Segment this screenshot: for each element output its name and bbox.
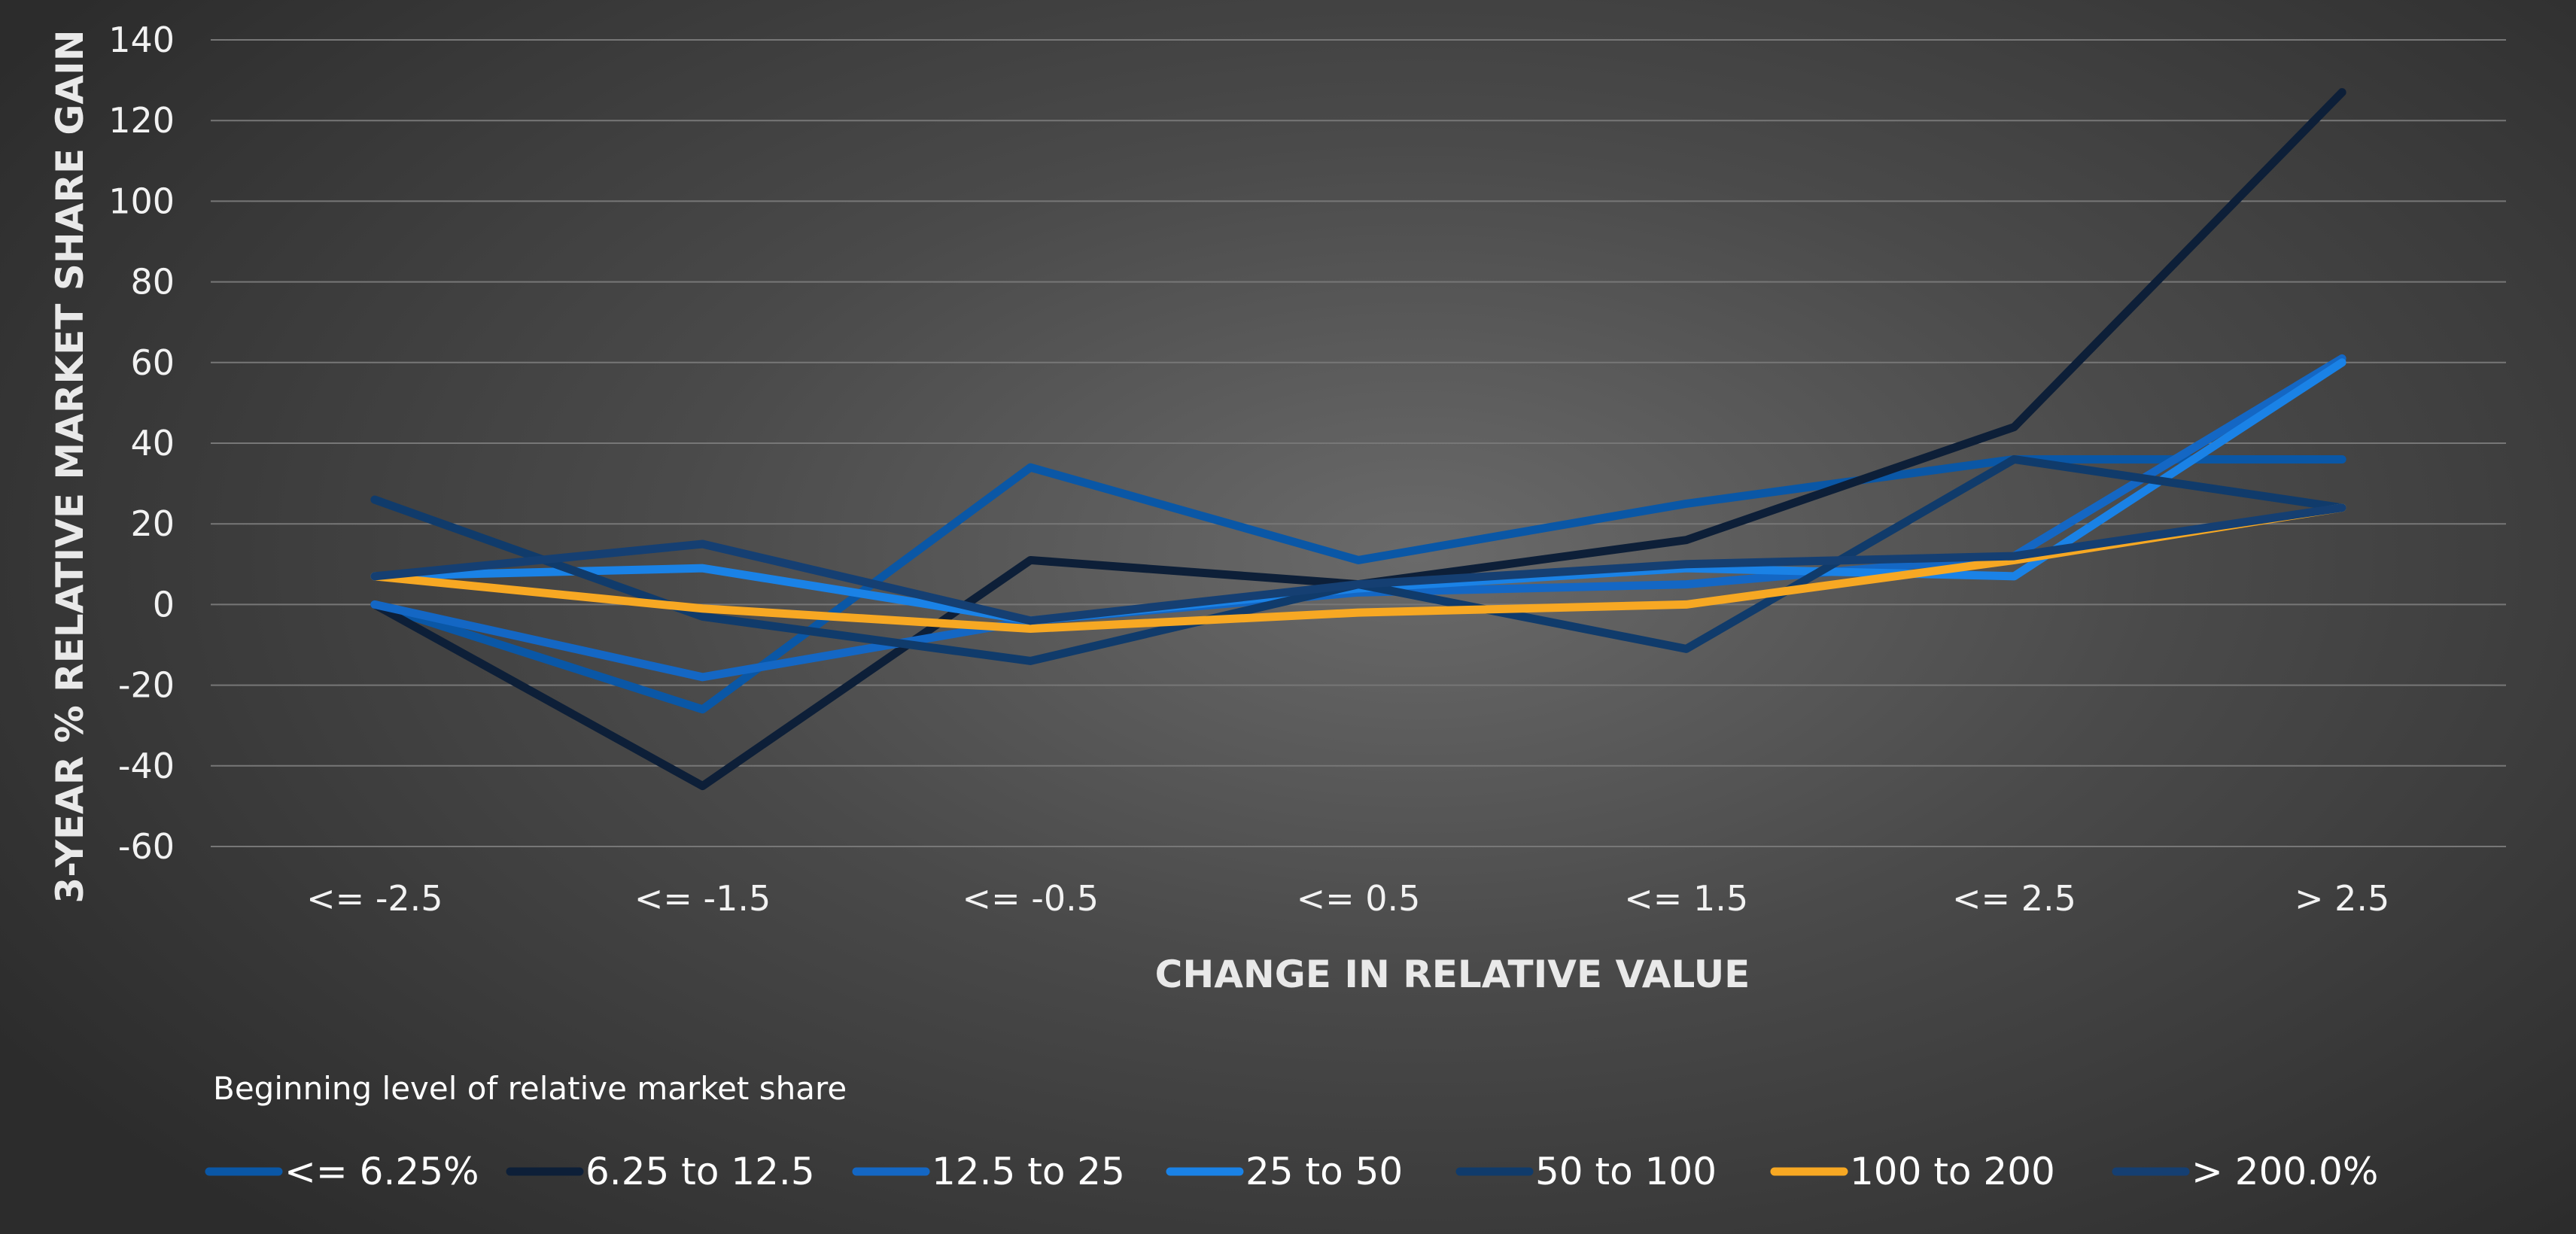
x-tick-label: <= -0.5 — [963, 878, 1099, 919]
y-tick-label: -40 — [118, 746, 175, 786]
legend-item-label: <= 6.25% — [284, 1150, 479, 1193]
y-axis-ticks: -60 -40 -20 0 20 40 60 80 100 120 140 — [108, 20, 175, 867]
legend-item-label: 6.25 to 12.5 — [585, 1150, 815, 1193]
y-tick-label: 20 — [130, 503, 175, 544]
y-tick-label: 40 — [130, 423, 175, 464]
y-tick-label: 100 — [108, 181, 175, 221]
y-axis-title: 3-YEAR % RELATIVE MARKET SHARE GAIN — [48, 29, 92, 903]
legend-item-label: 50 to 100 — [1535, 1150, 1717, 1193]
y-tick-label: -20 — [118, 665, 175, 706]
y-tick-label: 120 — [108, 100, 175, 141]
legend-item-label: 12.5 to 25 — [932, 1150, 1125, 1193]
legend: <= 6.25% 6.25 to 12.5 12.5 to 25 25 to 50 50… — [205, 1150, 2378, 1193]
x-axis-ticks: <= -2.5 <= -1.5 <= -0.5 <= 0.5 <= 1.5 <= 2.5 >… — [306, 878, 2389, 919]
series-line — [370, 503, 2346, 625]
y-tick-label: 80 — [130, 262, 175, 302]
y-tick-label: 140 — [108, 20, 175, 60]
legend-item-label: > 200.0% — [2191, 1150, 2378, 1193]
x-axis-title: CHANGE IN RELATIVE VALUE — [1155, 953, 1750, 996]
y-tick-label: 0 — [153, 584, 175, 625]
y-tick-label: -60 — [118, 826, 175, 867]
x-tick-label: <= -1.5 — [634, 878, 771, 919]
x-tick-label: > 2.5 — [2295, 878, 2389, 919]
series-lines — [370, 88, 2346, 791]
legend-title: Beginning level of relative market share — [213, 1070, 847, 1107]
legend-item-label: 25 to 50 — [1245, 1150, 1403, 1193]
series-line — [370, 354, 2346, 682]
x-tick-label: <= 1.5 — [1624, 878, 1748, 919]
x-tick-label: <= 2.5 — [1952, 878, 2076, 919]
y-tick-label: 60 — [130, 342, 175, 383]
x-tick-label: <= -2.5 — [306, 878, 443, 919]
series-line — [370, 88, 2346, 791]
gridlines — [211, 39, 2506, 847]
x-tick-label: <= 0.5 — [1297, 878, 1421, 919]
legend-item-label: 100 to 200 — [1850, 1150, 2055, 1193]
